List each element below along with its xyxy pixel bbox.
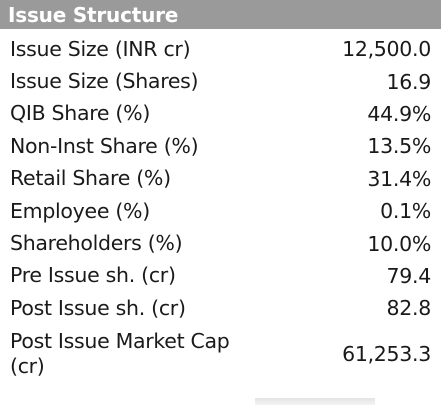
row-value-issue-size-inr: 12,500.0 [342, 37, 431, 62]
row-value-non-inst-share: 13.5% [367, 134, 431, 159]
row-value-employee: 0.1% [380, 199, 431, 224]
table-row: Issue Size (INR cr) 12,500.0 [0, 33, 441, 65]
row-label-pre-issue-shares: Pre Issue sh. (cr) [10, 263, 176, 288]
row-label-retail-share: Retail Share (%) [10, 166, 171, 191]
row-value-retail-share: 31.4% [367, 166, 431, 191]
row-label-post-issue-shares: Post Issue sh. (cr) [10, 295, 186, 320]
table-row: QIB Share (%) 44.9% [0, 98, 441, 130]
row-value-qib-share: 44.9% [367, 101, 431, 126]
table-header: Issue Structure [0, 0, 441, 29]
table-row: Retail Share (%) 31.4% [0, 163, 441, 195]
table-row: Issue Size (Shares) 16.9 [0, 65, 441, 97]
table-row: Post Issue sh. (cr) 82.8 [0, 292, 441, 324]
table-title: Issue Structure [8, 2, 179, 27]
bottom-edge-shadow [255, 398, 375, 405]
table-row: Non-Inst Share (%) 13.5% [0, 130, 441, 162]
row-value-post-issue-shares: 82.8 [386, 296, 432, 321]
row-label-non-inst-share: Non-Inst Share (%) [10, 133, 199, 158]
row-value-post-issue-market-cap: 61,253.3 [342, 341, 431, 366]
row-value-shareholders: 10.0% [367, 231, 431, 256]
row-label-issue-size-inr: Issue Size (INR cr) [10, 36, 191, 61]
row-value-issue-size-shares: 16.9 [386, 69, 432, 94]
table-body: Issue Size (INR cr) 12,500.0 Issue Size … [0, 29, 441, 383]
table-row: Post Issue Market Cap (cr) 61,253.3 [0, 325, 441, 383]
table-row: Shareholders (%) 10.0% [0, 227, 441, 259]
row-label-employee: Employee (%) [10, 198, 150, 223]
row-label-shareholders: Shareholders (%) [10, 231, 183, 256]
issue-structure-table: Issue Structure Issue Size (INR cr) 12,5… [0, 0, 441, 383]
table-row: Pre Issue sh. (cr) 79.4 [0, 260, 441, 292]
row-value-pre-issue-shares: 79.4 [386, 263, 432, 288]
table-row: Employee (%) 0.1% [0, 195, 441, 227]
row-label-qib-share: QIB Share (%) [10, 101, 151, 126]
row-label-post-issue-market-cap: Post Issue Market Cap (cr) [10, 328, 230, 378]
row-label-issue-size-shares: Issue Size (Shares) [10, 69, 199, 94]
